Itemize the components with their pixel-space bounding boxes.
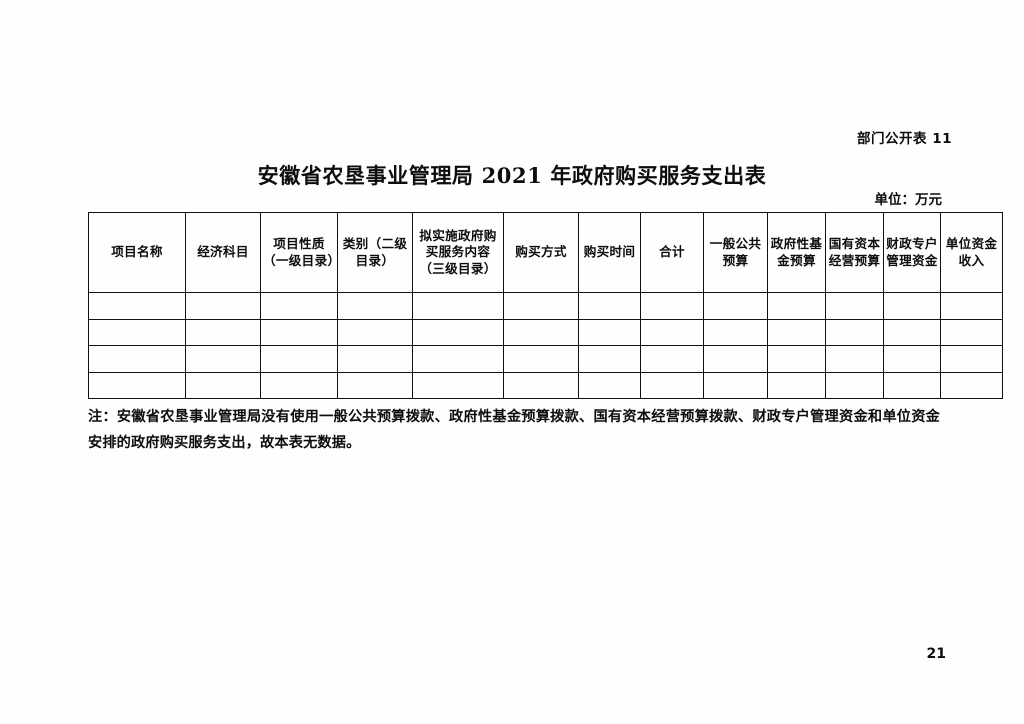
table-row	[88, 292, 1003, 320]
cell-category	[337, 292, 413, 320]
cell-fiscal-account-funds	[883, 292, 941, 320]
cell-purchase-time	[578, 371, 641, 399]
cell-category	[337, 371, 413, 399]
cell-government-fund-budget	[767, 318, 826, 346]
cell-purchase-method	[503, 292, 579, 320]
column-header-government-fund-budget: 政府性基金预算	[767, 212, 826, 293]
cell-unit-fund-income	[940, 371, 1003, 399]
cell-general-public-budget	[703, 371, 768, 399]
cell-general-public-budget	[703, 318, 768, 346]
page-number: 21	[926, 646, 946, 662]
cell-unit-fund-income	[940, 292, 1003, 320]
table-footnote: 注：安徽省农垦事业管理局没有使用一般公共预算拨款、政府性基金预算拨款、国有资本经…	[88, 409, 940, 451]
column-header-purchase-method: 购买方式	[503, 212, 579, 293]
cell-total	[640, 371, 704, 399]
budget-table-container: 项目名称 经济科目 项目性质（一级目录） 类别（二级目录） 拟实施政府购买服务内…	[88, 212, 1003, 399]
table-header: 项目名称 经济科目 项目性质（一级目录） 类别（二级目录） 拟实施政府购买服务内…	[88, 212, 1003, 293]
cell-purchase-time	[578, 345, 641, 373]
unit-label: 单位：万元	[874, 192, 943, 208]
cell-unit-fund-income	[940, 345, 1003, 373]
cell-project-name	[88, 318, 186, 346]
cell-total	[640, 292, 704, 320]
cell-service-content	[412, 318, 504, 346]
government-purchase-expenditure-table: 项目名称 经济科目 项目性质（一级目录） 类别（二级目录） 拟实施政府购买服务内…	[88, 212, 1003, 399]
cell-total	[640, 318, 704, 346]
cell-economic-subject	[185, 292, 261, 320]
column-header-fiscal-account-funds: 财政专户管理资金	[883, 212, 941, 293]
column-header-project-name: 项目名称	[88, 212, 186, 293]
column-header-general-public-budget: 一般公共预算	[703, 212, 768, 293]
cell-category	[337, 345, 413, 373]
cell-state-capital-budget	[825, 371, 884, 399]
table-row	[88, 345, 1003, 373]
column-header-economic-subject: 经济科目	[185, 212, 261, 293]
table-row	[88, 318, 1003, 346]
cell-state-capital-budget	[825, 345, 884, 373]
cell-service-content	[412, 371, 504, 399]
cell-project-name	[88, 345, 186, 373]
cell-general-public-budget	[703, 345, 768, 373]
cell-economic-subject	[185, 345, 261, 373]
cell-state-capital-budget	[825, 318, 884, 346]
cell-fiscal-account-funds	[883, 345, 941, 373]
cell-purchase-method	[503, 318, 579, 346]
page-title: 安徽省农垦事业管理局 2021 年政府购买服务支出表	[257, 163, 767, 188]
cell-project-name	[88, 371, 186, 399]
column-header-purchase-time: 购买时间	[578, 212, 641, 293]
cell-project-nature	[260, 292, 338, 320]
cell-government-fund-budget	[767, 292, 826, 320]
cell-economic-subject	[185, 371, 261, 399]
column-header-state-capital-budget: 国有资本经营预算	[825, 212, 884, 293]
cell-purchase-method	[503, 371, 579, 399]
cell-service-content	[412, 345, 504, 373]
cell-fiscal-account-funds	[883, 318, 941, 346]
table-row	[88, 371, 1003, 399]
table-body	[88, 292, 1003, 399]
cell-service-content	[412, 292, 504, 320]
form-code-label: 部门公开表 11	[857, 131, 952, 147]
cell-fiscal-account-funds	[883, 371, 941, 399]
cell-project-name	[88, 292, 186, 320]
cell-project-nature	[260, 371, 338, 399]
cell-purchase-time	[578, 318, 641, 346]
cell-unit-fund-income	[940, 318, 1003, 346]
cell-purchase-method	[503, 345, 579, 373]
cell-project-nature	[260, 345, 338, 373]
cell-general-public-budget	[703, 292, 768, 320]
cell-total	[640, 345, 704, 373]
cell-government-fund-budget	[767, 371, 826, 399]
cell-purchase-time	[578, 292, 641, 320]
cell-state-capital-budget	[825, 292, 884, 320]
column-header-service-content: 拟实施政府购买服务内容（三级目录）	[412, 212, 504, 293]
cell-project-nature	[260, 318, 338, 346]
column-header-total: 合计	[640, 212, 704, 293]
cell-category	[337, 318, 413, 346]
column-header-unit-fund-income: 单位资金收入	[940, 212, 1003, 293]
cell-economic-subject	[185, 318, 261, 346]
cell-government-fund-budget	[767, 345, 826, 373]
column-header-project-nature: 项目性质（一级目录）	[260, 212, 340, 293]
column-header-category: 类别（二级目录）	[337, 212, 413, 293]
table-header-row: 项目名称 经济科目 项目性质（一级目录） 类别（二级目录） 拟实施政府购买服务内…	[88, 212, 1003, 293]
